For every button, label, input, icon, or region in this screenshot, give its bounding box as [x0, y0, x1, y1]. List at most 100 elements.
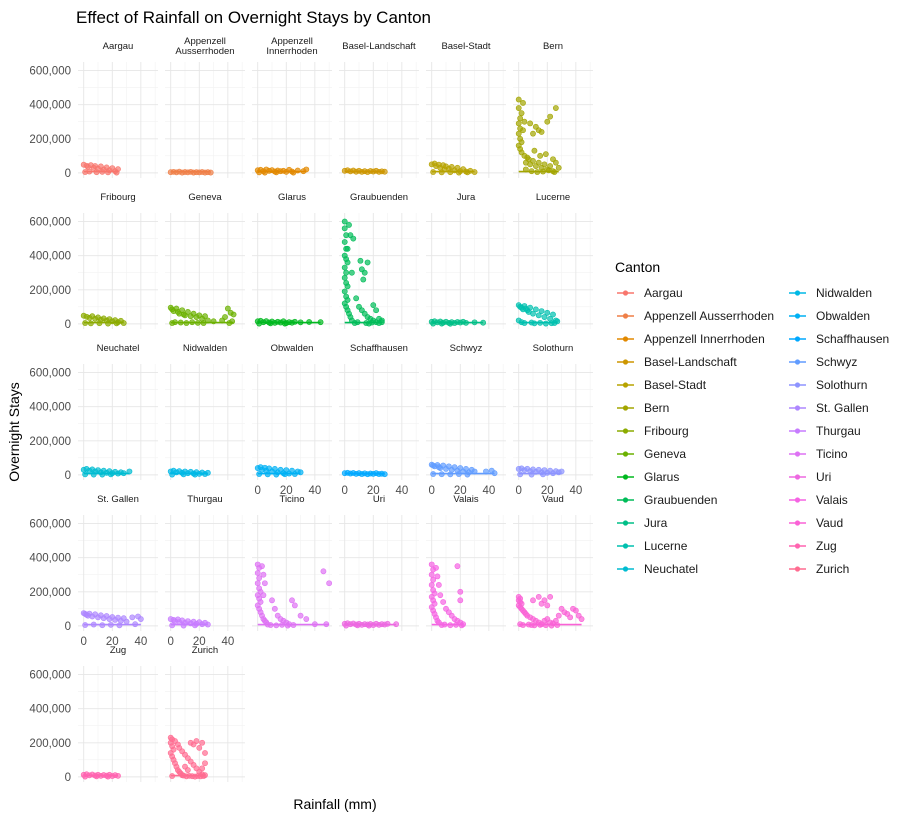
data-point: [464, 169, 471, 176]
data-point: [430, 576, 437, 583]
data-point: [435, 582, 442, 588]
data-point: [256, 575, 263, 582]
legend-label: Zurich: [816, 562, 849, 576]
data-point: [434, 573, 441, 580]
facet-panel-zug: Zug 0 200,000 400,000 600,000: [29, 645, 158, 784]
data-point: [521, 320, 528, 326]
data-point: [82, 622, 89, 628]
facet-panel-basel-landschaft: Basel-Landschaft: [339, 41, 419, 178]
facet-strip-label: Schwyz: [450, 343, 483, 354]
legend-key-point: [794, 336, 801, 342]
legend-label: Nidwalden: [816, 286, 872, 300]
data-point: [555, 164, 562, 171]
data-point: [531, 320, 538, 327]
data-point: [105, 773, 111, 780]
legend-item-basel-stadt: Basel-Stadt: [617, 378, 707, 392]
data-point: [520, 100, 526, 106]
data-point: [521, 118, 528, 125]
legend-label: Solothurn: [816, 378, 867, 392]
data-point: [381, 471, 388, 478]
data-point: [447, 622, 454, 629]
facet-strip-label: Aargau: [103, 41, 134, 52]
data-point: [433, 564, 439, 571]
data-point: [269, 597, 275, 604]
facet-strip-label: Geneva: [188, 192, 222, 203]
data-point: [515, 96, 522, 103]
data-point: [303, 616, 310, 622]
data-point: [541, 314, 548, 320]
legend-label: Valais: [816, 493, 848, 507]
data-point: [264, 471, 271, 478]
y-axis-title: Overnight Stays: [6, 382, 22, 482]
data-point: [196, 744, 203, 751]
x-tick-label: 40: [221, 636, 234, 648]
y-tick-label: 200,000: [29, 587, 71, 599]
legend-key-point: [794, 474, 801, 480]
data-point: [457, 597, 464, 604]
data-point: [455, 471, 462, 477]
data-point: [354, 622, 361, 629]
data-point: [290, 169, 297, 176]
data-point: [189, 319, 196, 326]
data-point: [96, 320, 103, 327]
data-point: [82, 471, 89, 478]
facet-panel-valais: Valais: [426, 494, 506, 631]
y-tick-label: 0: [65, 319, 71, 331]
x-tick-label: 0: [429, 485, 435, 497]
legend-item-ticino: Ticino: [789, 447, 848, 461]
facet-panel-bern: Bern: [513, 41, 593, 178]
data-point: [483, 468, 489, 475]
facet-strip-label: Fribourg: [100, 192, 135, 203]
facet-panel-jura: Jura: [426, 192, 506, 329]
data-point: [120, 320, 127, 326]
data-point: [326, 580, 333, 587]
legend-item-zug: Zug: [789, 539, 837, 553]
legend-item-obwalden: Obwalden: [789, 309, 870, 323]
legend-key-point: [622, 566, 629, 572]
y-tick-label: 0: [65, 621, 71, 633]
data-point: [517, 115, 524, 122]
x-tick-label: 0: [342, 485, 348, 497]
data-point: [517, 471, 524, 478]
y-tick-label: 0: [65, 470, 71, 482]
data-point: [180, 471, 187, 478]
legend-key-point: [622, 428, 629, 434]
legend-item-fribourg: Fribourg: [617, 424, 689, 438]
y-tick-label: 600,000: [29, 670, 71, 682]
legend-key-point: [794, 359, 801, 365]
data-point: [530, 130, 536, 137]
data-point: [303, 166, 310, 173]
data-point: [360, 276, 367, 283]
facet-panel-basel-stadt: Basel-Stadt: [426, 41, 506, 178]
data-point: [192, 622, 198, 629]
data-point: [515, 130, 522, 137]
data-point: [471, 169, 478, 175]
facet-strip-label: Bern: [543, 41, 563, 52]
data-point: [353, 295, 360, 302]
data-point: [527, 304, 534, 311]
data-point: [254, 570, 261, 576]
facet-panel-obwalden: Obwalden 0 20 40: [252, 343, 332, 497]
facet-panel-schaffhausen: Schaffhausen 0 20 40: [339, 343, 419, 497]
data-point: [105, 169, 111, 176]
data-point: [537, 319, 544, 326]
data-point: [281, 471, 288, 478]
data-point: [226, 320, 233, 326]
facet-strip-label: Ticino: [280, 494, 305, 505]
data-point: [544, 602, 551, 609]
data-point: [93, 773, 100, 780]
legend-item-schwyz: Schwyz: [789, 355, 857, 369]
facet-strip-label: Jura: [457, 192, 476, 203]
facet-panel-fribourg: Fribourg 0 200,000 400,000 600,000: [29, 192, 158, 331]
facet-panel-aargau: Aargau 0 200,000 400,000 600,000: [29, 41, 158, 180]
data-point: [123, 618, 130, 625]
legend-key-point: [794, 566, 801, 572]
legend-label: Aargau: [644, 286, 683, 300]
data-point: [547, 113, 554, 120]
data-point: [82, 773, 89, 780]
facet-strip-label: Zug: [110, 645, 126, 656]
legend-item-jura: Jura: [617, 516, 668, 530]
data-point: [193, 738, 200, 744]
data-point: [289, 597, 295, 604]
facet-panel-thurgau: Thurgau 0 20 40: [165, 494, 245, 648]
